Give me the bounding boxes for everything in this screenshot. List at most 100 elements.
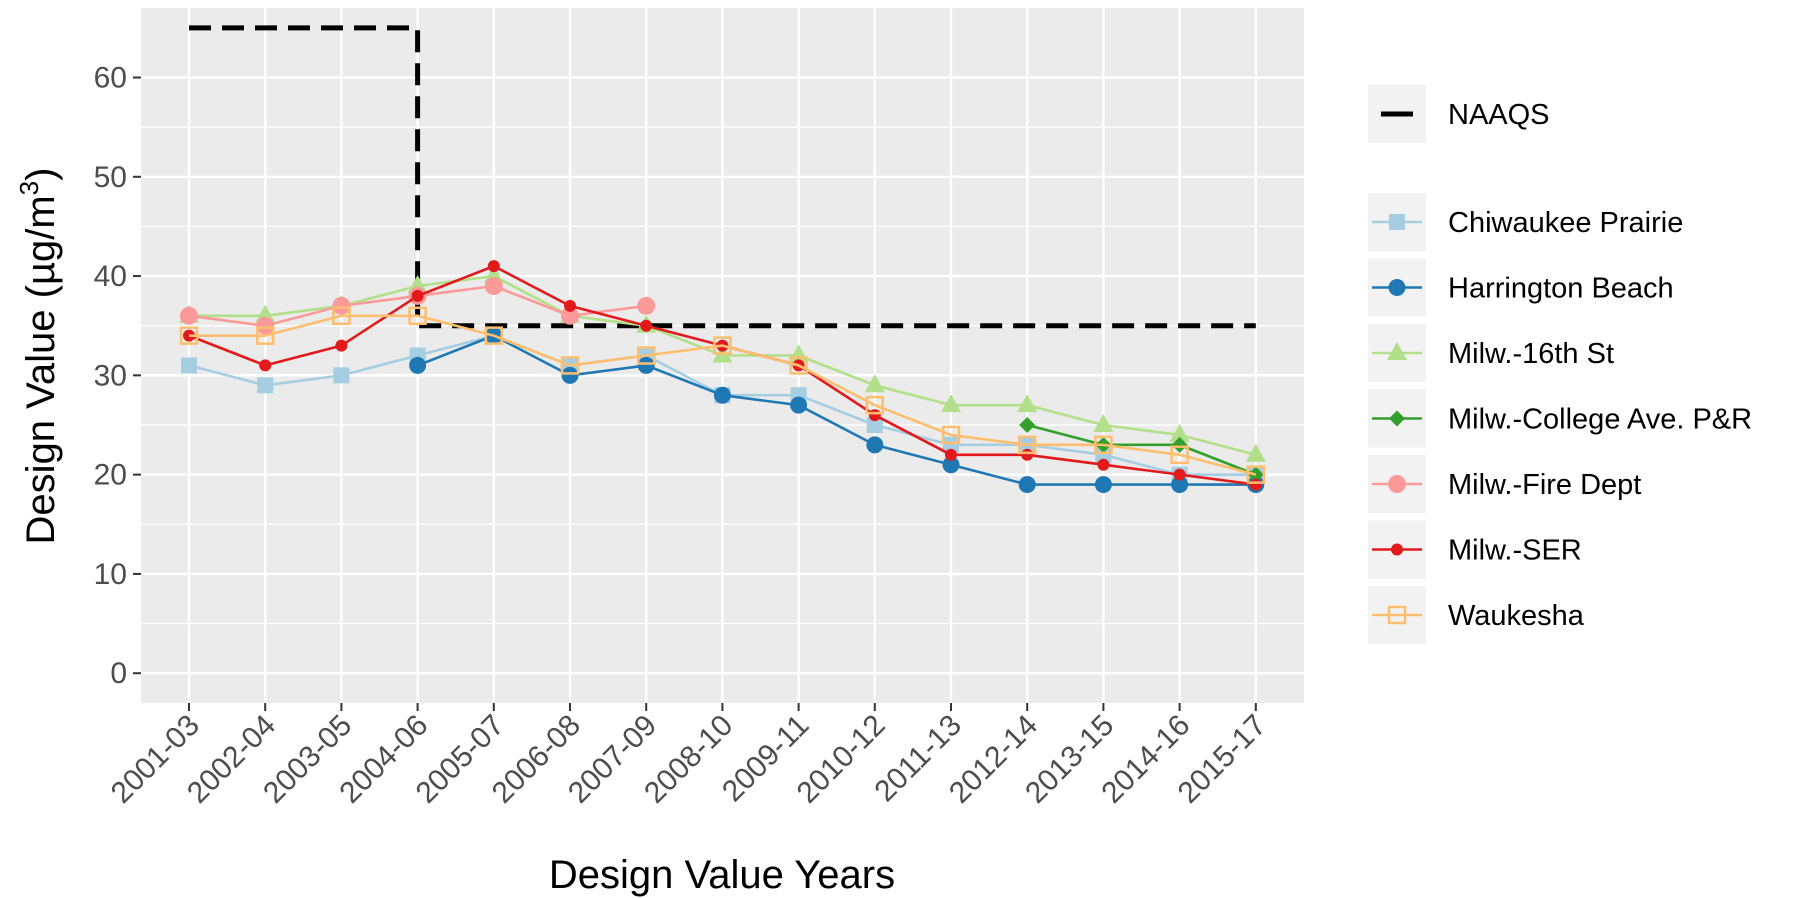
y-tick-label: 30 bbox=[94, 359, 127, 392]
legend-item-milw-fire-dept: Milw.-Fire Dept bbox=[1368, 455, 1641, 513]
series-waukesha bbox=[179, 306, 1266, 484]
naaqs-line bbox=[189, 25, 1256, 329]
legend-label: Waukesha bbox=[1448, 600, 1585, 632]
point-milw-ser bbox=[1021, 448, 1034, 461]
legend-key-marker bbox=[1391, 543, 1403, 556]
point-chiwaukee-prairie bbox=[866, 417, 883, 433]
point-harrington-beach bbox=[790, 396, 808, 414]
legend-item-chiwaukee-prairie: Chiwaukee Prairie bbox=[1368, 193, 1683, 251]
point-milw-fire-dept bbox=[484, 277, 503, 295]
point-harrington-beach bbox=[942, 456, 960, 474]
point-waukesha bbox=[1017, 435, 1037, 455]
point-waukesha bbox=[789, 356, 808, 375]
y-tick-label: 40 bbox=[94, 260, 127, 293]
point-milw-ser bbox=[564, 299, 576, 312]
point-milw-ser bbox=[640, 319, 653, 332]
point-waukesha bbox=[1094, 435, 1113, 455]
legend-label: Harrington Beach bbox=[1448, 273, 1674, 305]
legend-key-marker bbox=[1389, 410, 1405, 427]
point-harrington-beach bbox=[561, 366, 579, 384]
point-milw-fire-dept bbox=[561, 306, 579, 325]
legend-item-milw-ser: Milw.-SER bbox=[1368, 520, 1582, 579]
legend-item-milw-16th-st: Milw.-16th St bbox=[1368, 324, 1614, 382]
point-waukesha bbox=[865, 395, 885, 415]
legend-label: Chiwaukee Prairie bbox=[1448, 207, 1683, 239]
point-milw-college-ave-p-r bbox=[1019, 417, 1036, 433]
point-harrington-beach bbox=[713, 386, 731, 404]
point-milw-ser bbox=[868, 409, 881, 422]
legend-label: NAAQS bbox=[1448, 99, 1550, 131]
legend-key-marker bbox=[1387, 605, 1407, 625]
point-waukesha bbox=[255, 326, 275, 345]
y-tick-label: 0 bbox=[110, 657, 127, 690]
legend-label: Milw.-College Ave. P&R bbox=[1448, 404, 1752, 436]
point-harrington-beach bbox=[1094, 476, 1112, 494]
legend-label: Milw.-Fire Dept bbox=[1448, 469, 1641, 501]
point-harrington-beach bbox=[409, 356, 427, 374]
point-waukesha bbox=[941, 425, 961, 445]
legend-item-milw-college-ave-p-r: Milw.-College Ave. P&R bbox=[1368, 389, 1752, 448]
naaqs-step-line bbox=[189, 25, 1256, 329]
point-waukesha bbox=[1246, 465, 1266, 484]
point-milw-fire-dept bbox=[180, 306, 198, 325]
legend-key-marker bbox=[1389, 214, 1405, 230]
point-chiwaukee-prairie bbox=[257, 377, 274, 394]
y-axis: 0 10 20 30 40 50 60 bbox=[94, 62, 141, 690]
point-milw-16th-st bbox=[864, 374, 885, 393]
y-tick-label: 20 bbox=[94, 459, 127, 492]
point-waukesha bbox=[560, 356, 580, 375]
point-milw-ser bbox=[945, 448, 957, 461]
series-line-waukesha bbox=[189, 314, 1257, 476]
series-harrington-beach bbox=[409, 327, 1265, 494]
point-milw-ser bbox=[411, 289, 424, 302]
point-chiwaukee-prairie bbox=[943, 436, 959, 453]
point-chiwaukee-prairie bbox=[1095, 446, 1112, 463]
point-waukesha bbox=[408, 306, 427, 326]
point-milw-ser bbox=[335, 339, 348, 352]
legend-key-marker bbox=[1387, 342, 1407, 360]
point-milw-fire-dept bbox=[637, 296, 656, 315]
legend-key-marker bbox=[1388, 279, 1406, 296]
legend-key-marker bbox=[1388, 475, 1406, 493]
point-milw-16th-st bbox=[1169, 423, 1190, 442]
point-waukesha bbox=[179, 326, 199, 345]
y-axis-title: Design Value (µg/m3) bbox=[14, 168, 63, 545]
y-tick-label: 50 bbox=[94, 161, 127, 194]
legend: NAAQS Chiwaukee Prairie Harrington Beach Mi… bbox=[1368, 85, 1752, 644]
point-waukesha bbox=[1170, 445, 1189, 465]
point-harrington-beach bbox=[1018, 476, 1036, 494]
y-tick-label: 10 bbox=[94, 558, 127, 591]
point-milw-16th-st bbox=[941, 394, 961, 413]
point-harrington-beach bbox=[1171, 476, 1189, 494]
point-harrington-beach bbox=[637, 356, 655, 374]
x-axis: 2001-032002-042003-052004-062005-072006-… bbox=[105, 703, 1273, 810]
legend-item-naaqs: NAAQS bbox=[1368, 85, 1550, 143]
point-milw-16th-st bbox=[1093, 414, 1114, 432]
x-axis-title: Design Value Years bbox=[549, 853, 895, 897]
legend-item-harrington-beach: Harrington Beach bbox=[1368, 258, 1674, 317]
legend-item-waukesha: Waukesha bbox=[1368, 586, 1585, 644]
point-milw-fire-dept bbox=[256, 316, 275, 335]
point-waukesha bbox=[636, 346, 656, 365]
series-line-harrington-beach bbox=[417, 334, 1256, 486]
point-milw-ser bbox=[1249, 478, 1262, 491]
legend-label: Milw.-16th St bbox=[1448, 338, 1614, 370]
point-milw-ser bbox=[487, 260, 500, 273]
point-waukesha bbox=[484, 326, 504, 345]
point-milw-ser bbox=[259, 359, 272, 372]
point-milw-16th-st bbox=[1245, 443, 1266, 462]
point-milw-ser bbox=[1173, 468, 1186, 481]
point-waukesha bbox=[713, 336, 732, 355]
point-milw-ser bbox=[1097, 458, 1110, 471]
point-milw-college-ave-p-r bbox=[1171, 436, 1188, 453]
series-line-milw-college-ave-p-r bbox=[1026, 423, 1257, 476]
point-harrington-beach bbox=[866, 436, 884, 454]
point-waukesha bbox=[332, 306, 351, 326]
series-layer bbox=[179, 260, 1266, 494]
point-chiwaukee-prairie bbox=[181, 357, 197, 374]
y-tick-label: 60 bbox=[94, 62, 127, 95]
point-milw-16th-st bbox=[1017, 394, 1038, 413]
point-milw-fire-dept bbox=[332, 296, 351, 315]
legend-label: Milw.-SER bbox=[1448, 535, 1582, 567]
